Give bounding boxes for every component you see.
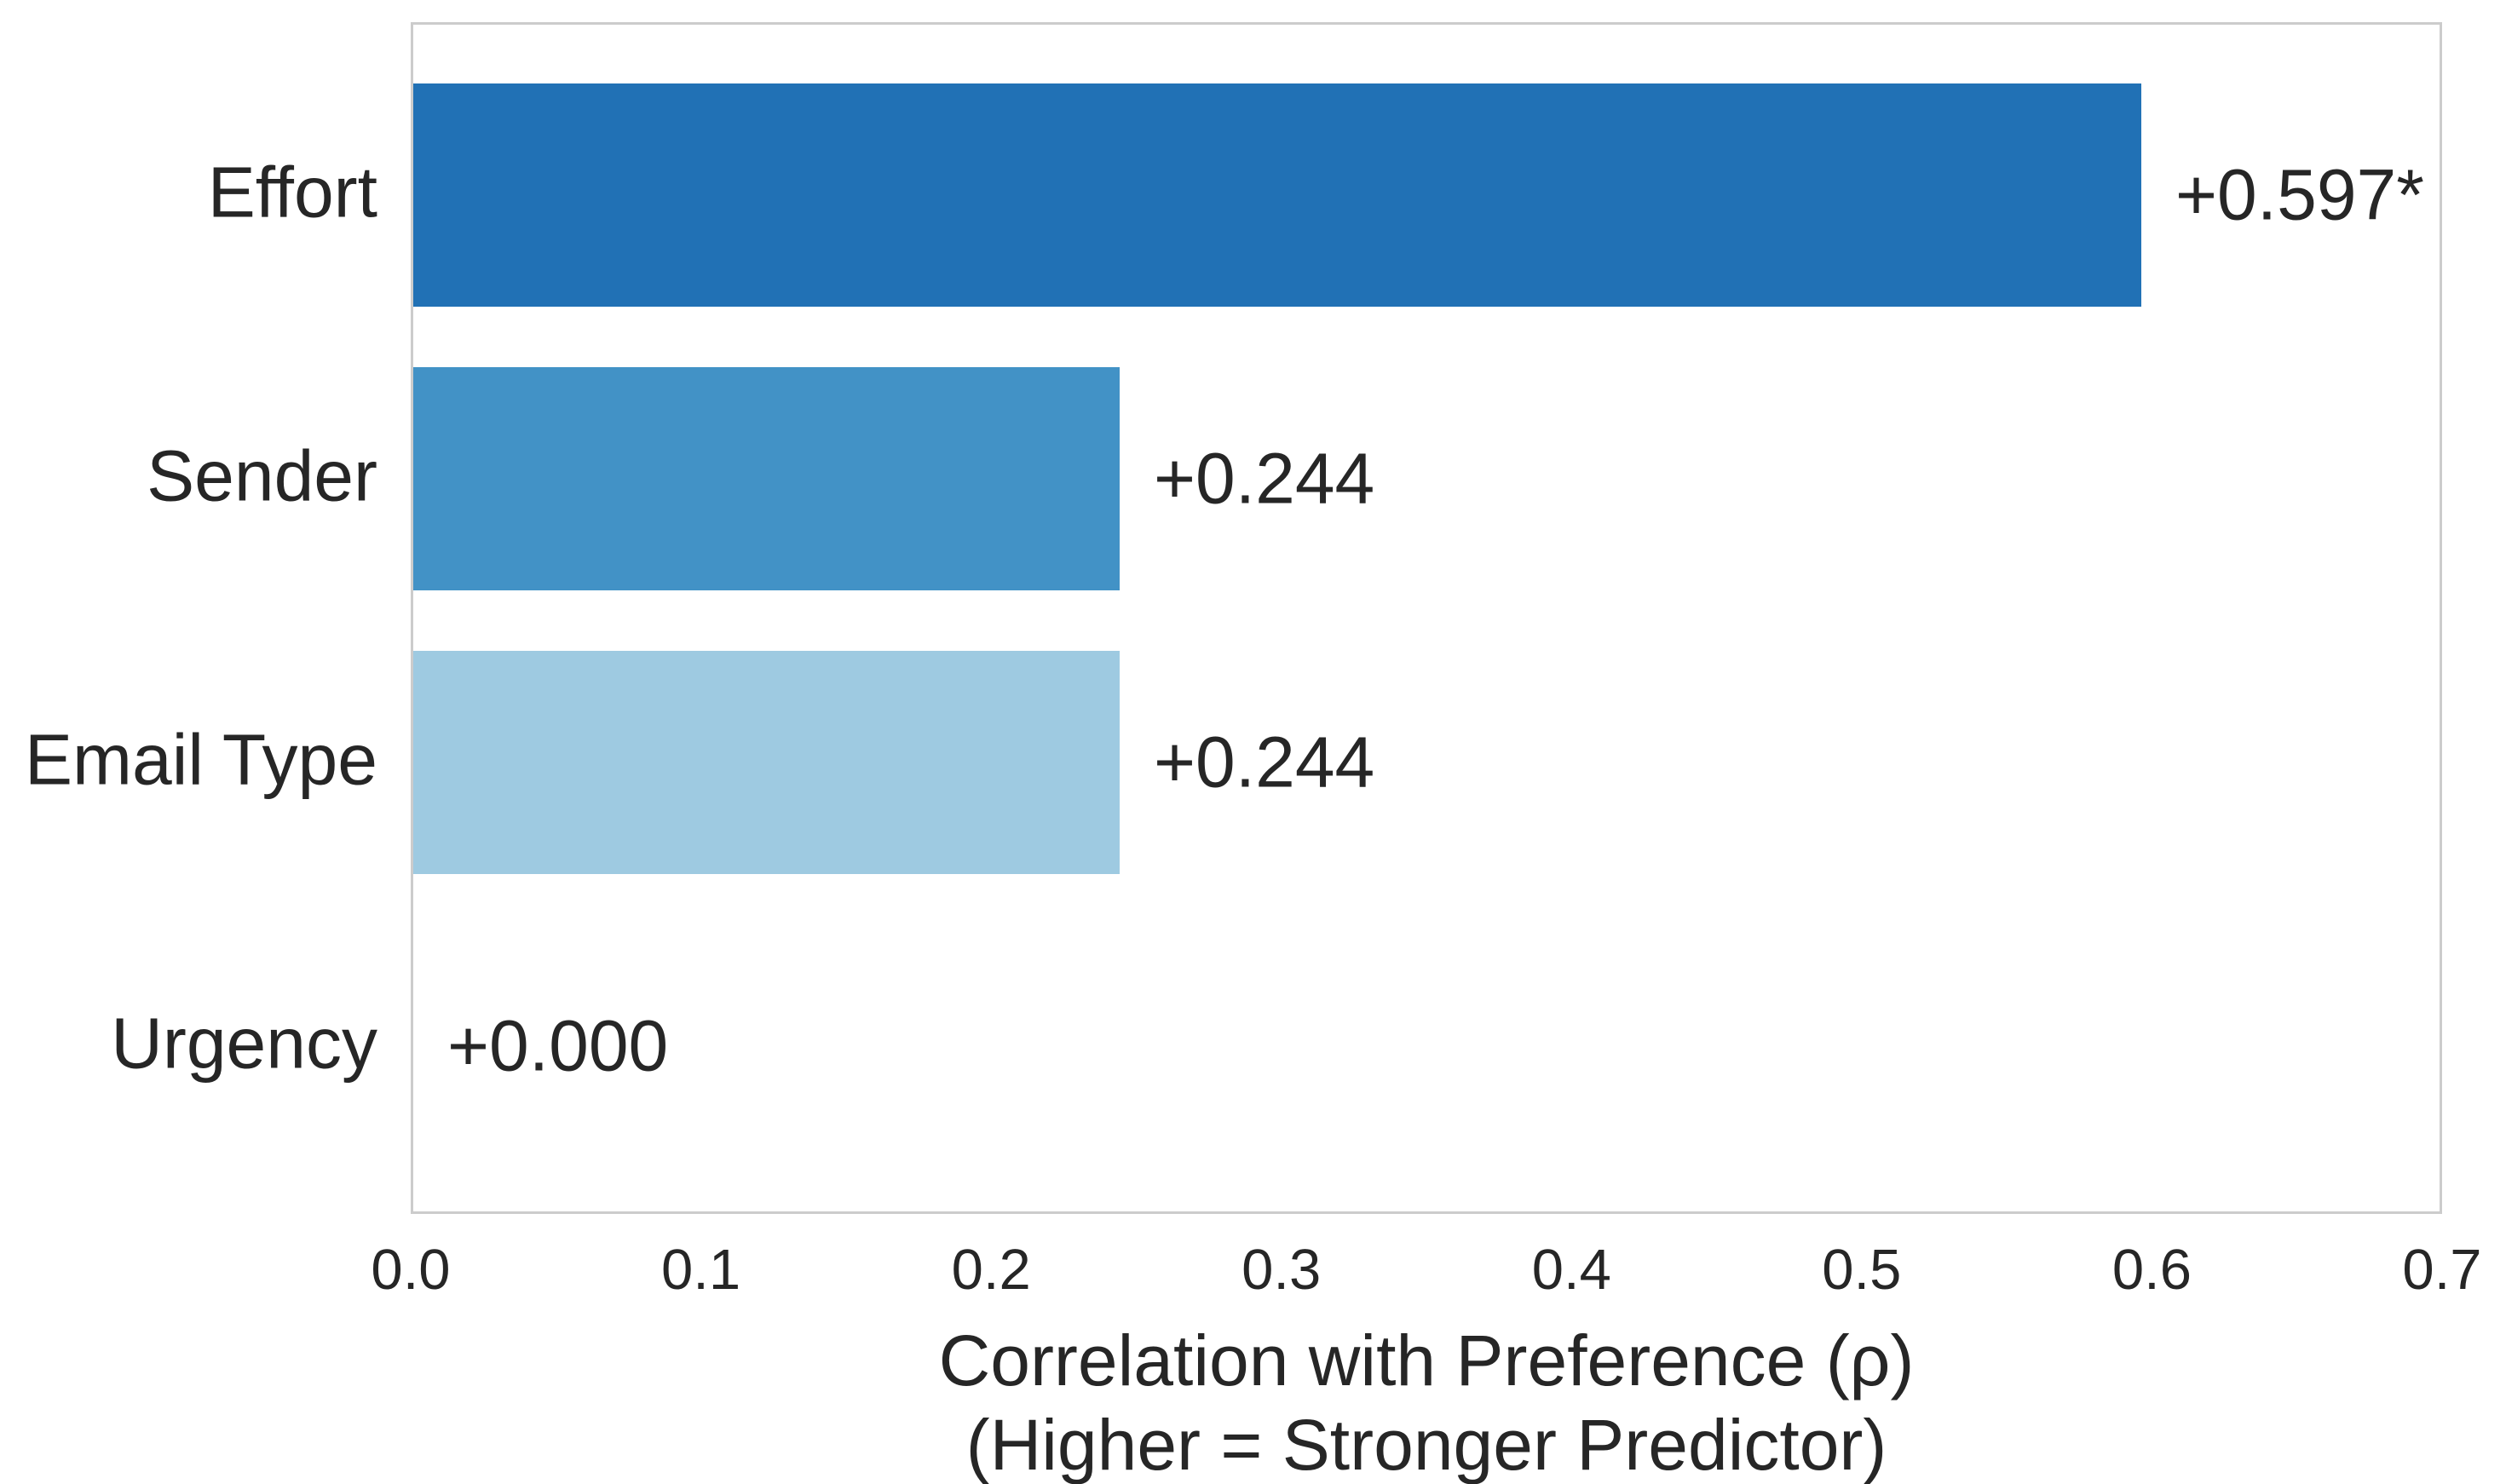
x-tick-label-0.0: 0.0 — [371, 1238, 451, 1302]
x-tick-label-0.5: 0.5 — [1822, 1238, 1902, 1302]
bar-sender — [413, 367, 1120, 590]
value-label-effort: +0.597* — [2175, 154, 2424, 235]
y-tick-label-effort: Effort — [207, 152, 377, 233]
bar-email-type — [413, 651, 1120, 874]
x-tick-label-0.1: 0.1 — [660, 1238, 741, 1302]
y-tick-label-urgency: Urgency — [111, 1003, 377, 1084]
y-tick-label-email-type: Email Type — [25, 719, 377, 800]
value-label-email-type: +0.244 — [1154, 722, 1375, 802]
x-axis-label-line1: Correlation with Preference (ρ) — [938, 1320, 1915, 1401]
y-tick-label-sender: Sender — [147, 435, 377, 516]
x-axis-label-line2: (Higher = Stronger Predictor) — [965, 1405, 1887, 1484]
value-label-urgency: +0.000 — [447, 1005, 669, 1086]
x-tick-label-0.2: 0.2 — [951, 1238, 1031, 1302]
x-tick-label-0.3: 0.3 — [1241, 1238, 1322, 1302]
value-label-sender: +0.244 — [1154, 438, 1375, 519]
x-tick-label-0.6: 0.6 — [2111, 1238, 2192, 1302]
x-tick-label-0.7: 0.7 — [2402, 1238, 2482, 1302]
bar-effort — [413, 83, 2141, 307]
x-axis-label: Correlation with Preference (ρ) (Higher … — [411, 1319, 2442, 1484]
x-tick-label-0.4: 0.4 — [1531, 1238, 1611, 1302]
plot-area: +0.597* +0.244 +0.244 +0.000 — [411, 22, 2442, 1214]
